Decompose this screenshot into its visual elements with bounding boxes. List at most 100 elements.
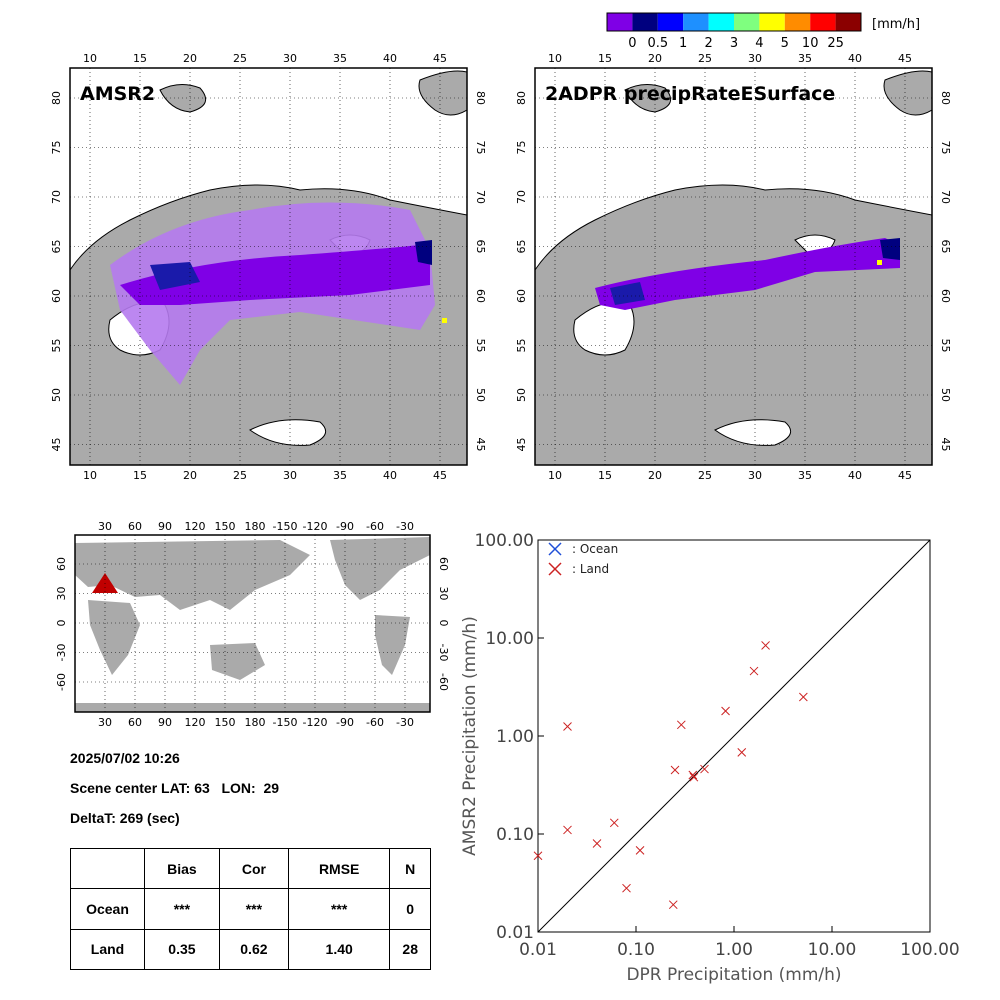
stats-header-row: Bias Cor RMSE N — [70, 847, 431, 890]
stats-rmse: *** — [287, 888, 391, 930]
lat-tick-label-right: 65 — [939, 240, 952, 254]
x-tick-label: 1.00 — [715, 940, 753, 960]
scatter-point-land — [688, 770, 698, 780]
lat-tick-label-left: 45 — [50, 438, 63, 452]
lon-tick-label-bottom: 10 — [83, 469, 97, 482]
stats-cor: 0.62 — [218, 928, 289, 971]
lat-tick-label-right: 45 — [939, 438, 952, 452]
colorbar-tick-label: 3 — [730, 36, 738, 51]
stats-bias: 0.35 — [144, 928, 220, 971]
x-axis-label: DPR Precipitation (mm/h) — [626, 965, 841, 985]
scatter-point-land — [592, 839, 602, 848]
continent-south-america — [375, 615, 410, 675]
lat-tick-label-left: 60 — [50, 289, 63, 303]
dpr-precip-map: 10 10 15 15 20 20 25 25 30 30 35 35 40 40 45 45 80 80 75 75… — [515, 52, 952, 482]
lon-tick-label-top: 25 — [233, 52, 247, 65]
colorbar-unit-label: [mm/h] — [872, 17, 920, 32]
colorbar-cell — [759, 13, 785, 31]
colorbar-cell — [683, 13, 709, 31]
lat-tick-label-left: 75 — [515, 141, 528, 155]
lat-tick-label-right: 45 — [474, 438, 487, 452]
colorbar-tick-label: 25 — [827, 36, 844, 51]
scatter-point-land — [798, 692, 808, 702]
world-lon-tick-top: -60 — [366, 520, 384, 533]
world-lon-tick-bottom: 30 — [98, 716, 112, 729]
lon-tick-label-top: 10 — [548, 52, 562, 65]
x-tick-label: 10.00 — [808, 940, 857, 960]
legend-label: : Land — [572, 562, 609, 576]
lon-tick-label-bottom: 35 — [333, 469, 347, 482]
scatter-point-land — [721, 706, 730, 716]
lat-tick-label-right: 60 — [939, 289, 952, 303]
scene-datetime: 2025/07/02 10:26 — [70, 750, 180, 766]
colorbar-tick-label: 10 — [802, 36, 819, 51]
y-axis-label: AMSR2 Precipitation (mm/h) — [460, 616, 480, 856]
stats-cor: *** — [218, 888, 289, 930]
colorbar-tick-label: 0.5 — [647, 36, 668, 51]
black-sea — [714, 419, 792, 446]
scatter-point-land — [635, 846, 645, 855]
lat-tick-label-right: 70 — [939, 190, 952, 204]
world-lon-tick-top: 30 — [98, 520, 112, 533]
scatter-point-land — [689, 772, 699, 782]
stats-header-rmse: RMSE — [287, 847, 391, 890]
world-lon-tick-bottom: -60 — [366, 716, 384, 729]
lon-tick-label-top: 30 — [748, 52, 762, 65]
lon-tick-label-bottom: 35 — [798, 469, 812, 482]
lat-tick-label-left: 50 — [515, 388, 528, 402]
world-lat-tick-left: 0 — [55, 620, 68, 627]
x-tick-label: 100.00 — [900, 940, 959, 960]
world-lon-tick-bottom: -150 — [273, 716, 298, 729]
world-lon-tick-top: -90 — [336, 520, 354, 533]
scatter-point-land — [533, 851, 543, 861]
lat-tick-label-left: 55 — [515, 339, 528, 353]
precip-scatter-plot: 0.010.01 0.10 0.10 1.00 1.00 10.00 10.00 100.00… — [460, 531, 960, 985]
lat-tick-label-left: 75 — [50, 141, 63, 155]
colorbar-tick-label: 0 — [628, 36, 636, 51]
lat-tick-label-right: 80 — [939, 91, 952, 105]
legend-marker — [548, 542, 562, 556]
scatter-point-land — [700, 764, 709, 774]
precip-hot-pixel — [442, 318, 447, 323]
lon-tick-label-top: 30 — [283, 52, 297, 65]
world-lon-tick-top: 60 — [128, 520, 142, 533]
scatter-point-land — [670, 765, 680, 775]
lon-tick-label-top: 10 — [83, 52, 97, 65]
world-lon-tick-bottom: 90 — [158, 716, 172, 729]
world-lon-tick-bottom: -90 — [336, 716, 354, 729]
lon-tick-label-bottom: 45 — [898, 469, 912, 482]
colorbar-tick-label: 5 — [781, 36, 789, 51]
world-lat-tick-left: -30 — [55, 644, 68, 662]
stats-n: 0 — [389, 888, 431, 930]
world-lat-tick-left: 60 — [55, 557, 68, 571]
map-title-amsr2: AMSR2 — [80, 83, 155, 105]
world-lon-tick-bottom: 180 — [245, 716, 266, 729]
lon-tick-label-top: 40 — [383, 52, 397, 65]
world-lat-tick-right: 0 — [437, 620, 450, 627]
colorbar-tick-label: 2 — [704, 36, 712, 51]
colorbar-cell — [607, 13, 633, 31]
y-tick-label: 10.00 — [485, 629, 534, 649]
lat-tick-label-right: 60 — [474, 289, 487, 303]
continent-eurasia — [75, 540, 310, 610]
colorbar-cell — [810, 13, 836, 31]
world-lon-tick-top: 180 — [245, 520, 266, 533]
lat-tick-label-right: 50 — [474, 388, 487, 402]
delta-t: DeltaT: 269 (sec) — [70, 810, 180, 826]
stats-rmse: 1.40 — [287, 928, 391, 971]
legend-label: : Ocean — [572, 542, 618, 556]
stats-row-label: Ocean — [70, 888, 145, 930]
lat-tick-label-right: 50 — [939, 388, 952, 402]
antarctica — [75, 703, 430, 712]
lon-tick-label-bottom: 30 — [748, 469, 762, 482]
lon-tick-label-bottom: 10 — [548, 469, 562, 482]
world-lon-tick-bottom: -30 — [396, 716, 414, 729]
lon-tick-label-top: 40 — [848, 52, 862, 65]
precip-heavy-cell — [415, 240, 432, 265]
lat-tick-label-right: 65 — [474, 240, 487, 254]
lon-tick-label-bottom: 45 — [433, 469, 447, 482]
lat-tick-label-left: 65 — [50, 240, 63, 254]
colorbar-tick-label: 4 — [755, 36, 763, 51]
y-tick-label: 1.00 — [496, 727, 534, 747]
lon-tick-label-bottom: 15 — [598, 469, 612, 482]
